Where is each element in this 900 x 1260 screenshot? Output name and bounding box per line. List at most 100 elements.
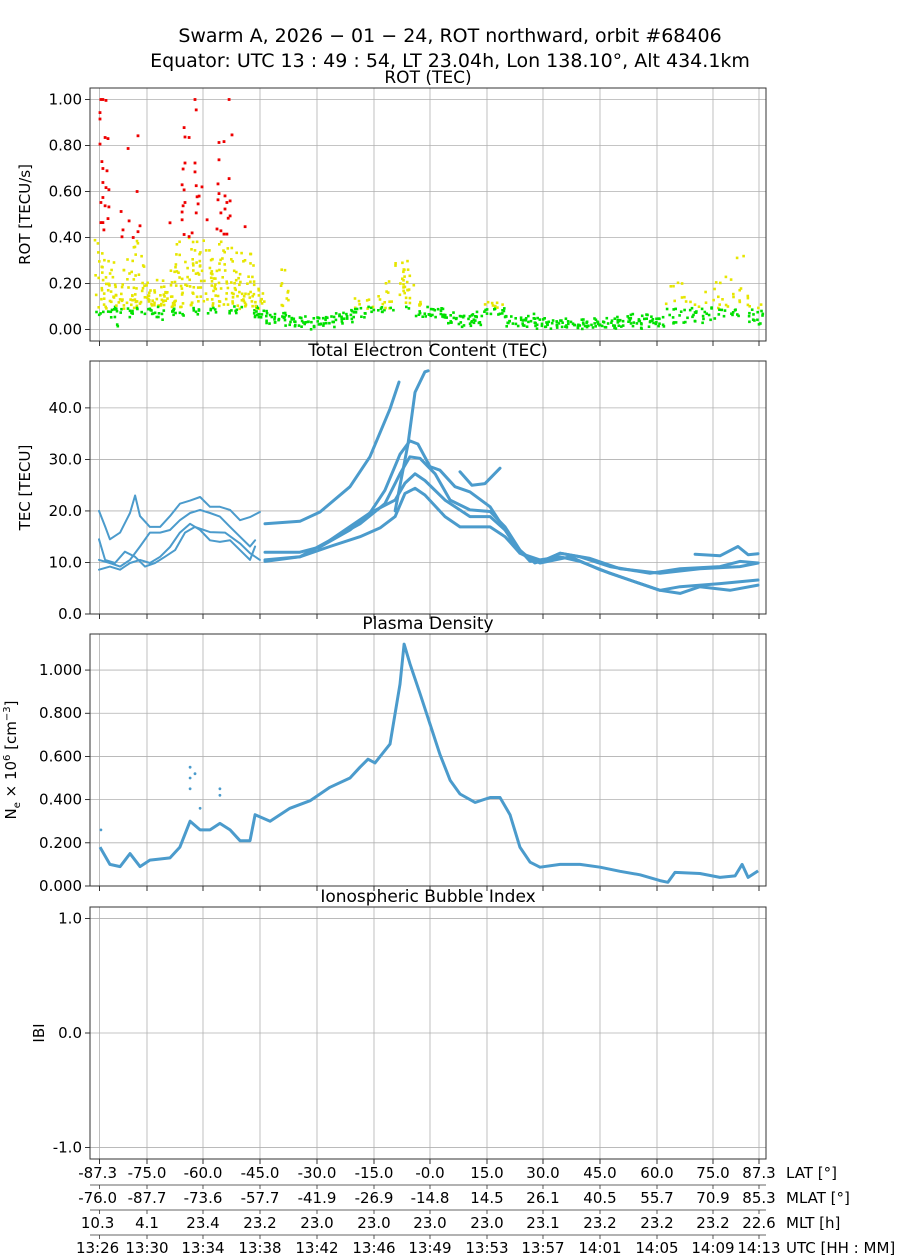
- rot-point: [406, 268, 410, 271]
- rot-point: [491, 304, 495, 307]
- rot-point: [105, 282, 108, 286]
- rot-point: [206, 312, 210, 315]
- rot-point: [177, 271, 180, 274]
- rot-point: [122, 307, 126, 310]
- rot-point: [682, 321, 685, 324]
- y-axis-label: Ne × 106 [cm−3]: [2, 700, 23, 819]
- rot-point: [195, 261, 198, 264]
- rot-point: [103, 258, 106, 262]
- rot-point: [162, 285, 166, 288]
- rot-point: [139, 300, 143, 304]
- rot-point: [628, 319, 632, 322]
- rot-point: [221, 276, 224, 279]
- rot-point: [566, 320, 570, 323]
- rot-point: [738, 288, 741, 292]
- rot-point: [242, 298, 245, 301]
- rot-point: [251, 275, 254, 279]
- rot-point: [198, 265, 202, 268]
- y-tick-label: 0.400: [39, 791, 82, 809]
- rot-point: [223, 263, 226, 266]
- rot-point: [724, 275, 728, 279]
- rot-point: [230, 281, 233, 284]
- rot-point: [157, 315, 160, 319]
- rot-point: [717, 313, 721, 316]
- tec-arc: [263, 439, 760, 575]
- rot-point: [385, 290, 388, 293]
- rot-point: [281, 315, 284, 318]
- rot-point: [640, 314, 644, 318]
- rot-point: [155, 315, 159, 319]
- rot-point: [135, 300, 139, 303]
- rot-point: [680, 296, 684, 299]
- rot-point: [735, 256, 739, 260]
- rot-point: [216, 294, 220, 298]
- rot-point: [603, 325, 607, 329]
- rot-point: [101, 221, 105, 224]
- rot-point: [473, 315, 477, 318]
- rot-point: [678, 314, 681, 317]
- rot-point: [132, 278, 136, 281]
- rot-point: [594, 318, 598, 322]
- rot-point: [153, 311, 157, 315]
- rot-point: [388, 300, 391, 303]
- rot-point: [555, 326, 559, 329]
- rot-point: [662, 325, 666, 328]
- rot-point: [345, 315, 349, 318]
- rot-point: [580, 318, 584, 321]
- rot-point: [290, 316, 294, 320]
- rot-point: [147, 307, 150, 311]
- rot-point: [721, 298, 724, 301]
- bottom-tick-label: 70.9: [696, 1189, 729, 1207]
- rot-point: [496, 306, 499, 309]
- rot-point: [193, 161, 197, 165]
- rot-point: [655, 317, 658, 321]
- rot-point: [240, 292, 244, 296]
- bottom-row-label: LAT [°]: [786, 1164, 837, 1182]
- rot-point: [555, 320, 558, 323]
- rot-point: [676, 281, 680, 285]
- rot-point: [109, 310, 113, 314]
- rot-point: [150, 302, 153, 306]
- rot-point: [671, 316, 675, 319]
- rot-point: [99, 221, 103, 224]
- rot-point: [394, 264, 397, 267]
- rot-point: [228, 199, 232, 203]
- rot-point: [138, 302, 142, 305]
- rot-point: [260, 302, 264, 305]
- panel-2: 0.0 10.0 20.0 30.0 40.0 Total Electron Conten…: [16, 341, 767, 623]
- rot-point: [232, 292, 235, 296]
- bottom-tick-label: 87.3: [742, 1164, 775, 1182]
- rot-point: [304, 321, 308, 324]
- rot-point: [713, 317, 717, 320]
- rot-point: [350, 308, 353, 312]
- rot-point: [359, 306, 363, 310]
- rot-point: [174, 263, 178, 266]
- rot-point: [98, 142, 102, 146]
- panel-title: ROT (TEC): [384, 68, 471, 88]
- rot-point: [718, 308, 721, 311]
- bottom-tick-label: -41.9: [298, 1189, 337, 1207]
- rot-point: [227, 177, 231, 180]
- rot-point: [107, 282, 110, 286]
- rot-point: [405, 305, 408, 309]
- rot-point: [197, 300, 200, 303]
- rot-point: [182, 126, 186, 129]
- rot-point: [638, 319, 642, 323]
- rot-point: [621, 319, 625, 323]
- rot-point: [610, 321, 613, 324]
- rot-point: [680, 282, 684, 285]
- rot-point: [160, 312, 164, 316]
- rot-point: [423, 312, 427, 315]
- rot-point: [155, 297, 159, 301]
- rot-point: [736, 313, 739, 316]
- rot-point: [102, 228, 106, 232]
- rot-point: [565, 326, 569, 329]
- rot-point: [581, 321, 585, 324]
- rot-point: [401, 277, 404, 281]
- bottom-tick-label: -30.0: [298, 1164, 337, 1182]
- rot-point: [193, 98, 197, 101]
- rot-point: [134, 253, 137, 256]
- rot-point: [101, 252, 104, 255]
- rot-point: [219, 258, 222, 262]
- rot-point: [120, 307, 123, 311]
